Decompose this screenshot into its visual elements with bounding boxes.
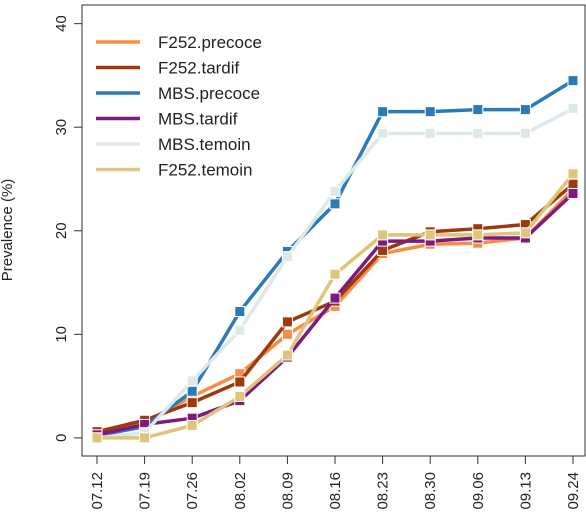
legend-label: MBS.precoce <box>158 84 260 103</box>
point-marker <box>186 419 198 431</box>
legend-label: MBS.temoin <box>158 135 251 154</box>
point-marker <box>281 349 293 361</box>
series-line <box>96 192 575 437</box>
point-marker <box>329 268 341 280</box>
point-marker <box>377 106 389 118</box>
point-marker <box>234 306 246 318</box>
y-tick-label: 10 <box>53 326 70 343</box>
point-marker <box>281 316 293 328</box>
point-marker <box>519 104 531 116</box>
x-tick-label: 09.06 <box>470 472 487 510</box>
x-tick-label: 09.13 <box>517 472 534 510</box>
point-marker <box>377 229 389 241</box>
point-marker <box>567 168 579 180</box>
y-tick-label: 0 <box>53 434 70 442</box>
legend-label: F252.temoin <box>158 161 253 180</box>
point-marker <box>424 106 436 118</box>
x-tick-label: 08.23 <box>375 472 392 510</box>
x-tick-label: 07.26 <box>184 472 201 510</box>
point-marker <box>567 75 579 87</box>
point-marker <box>567 103 579 115</box>
point-marker <box>472 104 484 116</box>
point-marker <box>234 376 246 388</box>
point-marker <box>186 397 198 409</box>
point-marker <box>234 390 246 402</box>
point-marker <box>329 292 341 304</box>
y-tick-label: 20 <box>53 222 70 239</box>
point-marker <box>281 251 293 263</box>
point-marker <box>329 185 341 197</box>
x-tick-label: 07.12 <box>89 472 106 510</box>
point-marker <box>329 198 341 210</box>
point-marker <box>234 324 246 336</box>
x-tick-label: 08.09 <box>279 472 296 510</box>
point-marker <box>186 375 198 387</box>
legend-label: F252.precoce <box>158 33 262 52</box>
y-axis-title: Prevalence (%) <box>0 179 16 282</box>
x-tick-label: 07.19 <box>137 472 154 510</box>
y-tick-label: 40 <box>53 15 70 32</box>
point-marker <box>139 432 151 444</box>
x-tick-label: 09.24 <box>565 472 582 510</box>
legend-label: MBS.tardif <box>158 110 238 129</box>
point-marker <box>377 127 389 139</box>
point-marker <box>424 127 436 139</box>
point-marker <box>281 328 293 340</box>
point-marker <box>567 187 579 199</box>
legend-label: F252.tardif <box>158 59 240 78</box>
point-marker <box>472 229 484 241</box>
x-tick-label: 08.16 <box>327 472 344 510</box>
x-tick-label: 08.30 <box>422 472 439 510</box>
point-marker <box>424 229 436 241</box>
point-marker <box>91 432 103 444</box>
x-tick-label: 08.02 <box>232 472 249 510</box>
point-marker <box>519 227 531 239</box>
point-marker <box>519 127 531 139</box>
point-marker <box>472 127 484 139</box>
y-tick-label: 30 <box>53 119 70 136</box>
point-marker <box>186 385 198 397</box>
